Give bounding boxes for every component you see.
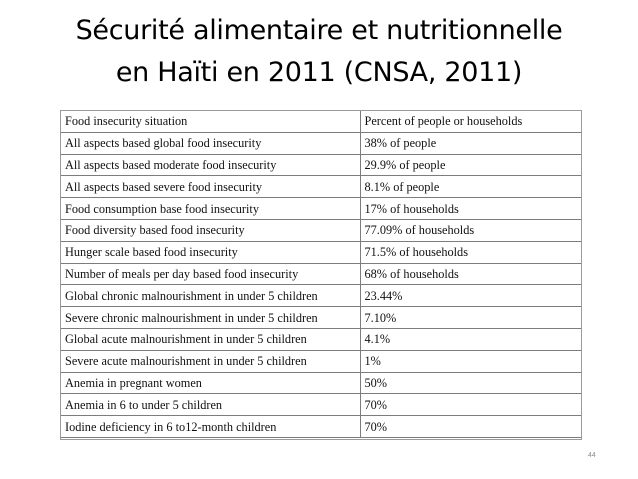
table-row: Global acute malnourishment in under 5 c… (61, 327, 581, 351)
percent-cell: 38% of people (359, 131, 581, 155)
slide-title: Sécurité alimentaire et nutritionnelle e… (0, 10, 638, 94)
table-row: Global chronic malnourishment in under 5… (61, 284, 581, 308)
situation-cell: Anemia in 6 to under 5 children (61, 393, 361, 417)
situation-cell: Food diversity based food insecurity (61, 218, 361, 242)
percent-cell: 70% (359, 393, 581, 417)
situation-cell: Global acute malnourishment in under 5 c… (61, 327, 361, 351)
table-row: All aspects based severe food insecurity… (61, 175, 581, 199)
percent-cell: 17% of households (359, 197, 581, 220)
situation-cell: Anemia in pregnant women (61, 371, 361, 395)
situation-cell: Severe acute malnourishment in under 5 c… (61, 349, 361, 373)
situation-cell: Severe chronic malnourishment in under 5… (61, 306, 361, 329)
table-header-row: Food insecurity situation Percent of peo… (61, 111, 581, 133)
percent-cell: 4.1% (359, 327, 581, 351)
percent-cell: 23.44% (359, 284, 581, 308)
table-row: Number of meals per day based food insec… (61, 262, 581, 286)
header-cell-situation: Food insecurity situation (61, 111, 361, 133)
table-row: All aspects based global food insecurity… (61, 131, 581, 155)
percent-cell: 77.09% of households (359, 218, 581, 242)
table-row: All aspects based moderate food insecuri… (61, 153, 581, 177)
situation-cell: Food consumption base food insecurity (61, 197, 361, 220)
page-number: 44 (588, 452, 596, 459)
data-table: Food insecurity situation Percent of peo… (60, 110, 582, 440)
situation-cell: All aspects based global food insecurity (61, 131, 361, 155)
situation-cell: Hunger scale based food insecurity (61, 240, 361, 264)
situation-cell: All aspects based moderate food insecuri… (61, 153, 361, 177)
situation-cell: Iodine deficiency in 6 to12-month childr… (61, 415, 361, 438)
title-line-2: en Haïti en 2011 (CNSA, 2011) (115, 57, 523, 88)
percent-cell: 68% of households (359, 262, 581, 286)
percent-cell: 70% (359, 415, 581, 438)
percent-cell: 8.1% of people (359, 175, 581, 199)
situation-cell: Number of meals per day based food insec… (61, 262, 361, 286)
table-row: Iodine deficiency in 6 to12-month childr… (61, 415, 581, 438)
table-row: Hunger scale based food insecurity 71.5% … (61, 240, 581, 264)
table-row: Severe chronic malnourishment in under 5… (61, 306, 581, 329)
percent-cell: 50% (359, 371, 581, 395)
header-cell-percent: Percent of people or households (359, 111, 581, 133)
table-row: Anemia in pregnant women 50% (61, 371, 581, 395)
percent-cell: 29.9% of people (359, 153, 581, 177)
percent-cell: 7.10% (359, 306, 581, 329)
table-row: Anemia in 6 to under 5 children 70% (61, 393, 581, 417)
percent-cell: 1% (359, 349, 581, 373)
table-row: Food diversity based food insecurity 77.0… (61, 218, 581, 242)
table-row: Food consumption base food insecurity 17%… (61, 197, 581, 220)
situation-cell: Global chronic malnourishment in under 5… (61, 284, 361, 308)
title-line-1: Sécurité alimentaire et nutritionnelle (75, 15, 563, 46)
percent-cell: 71.5% of households (359, 240, 581, 264)
situation-cell: All aspects based severe food insecurity (61, 175, 361, 199)
table-row: Severe acute malnourishment in under 5 c… (61, 349, 581, 373)
